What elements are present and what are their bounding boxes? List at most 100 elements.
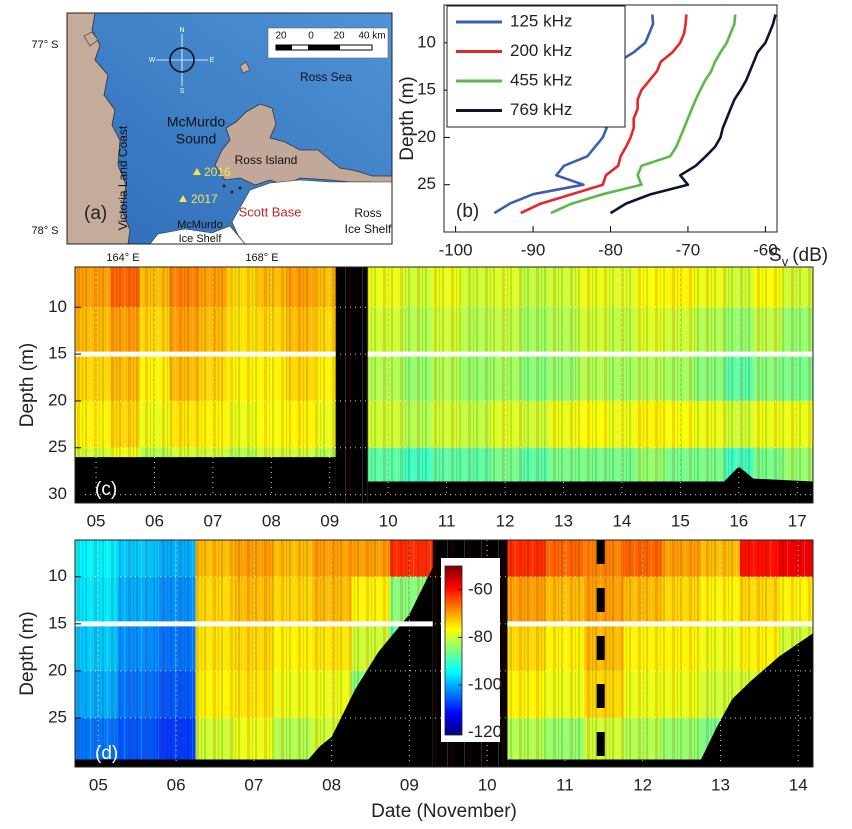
compass: N S E W [149, 27, 215, 95]
x-tick-label: 10 [478, 775, 497, 794]
x-axis-label-subscript: v [782, 254, 789, 269]
x-tick-label: 11 [556, 775, 574, 794]
x-tick-label: 12 [496, 511, 515, 530]
legend-label: 200 kHz [510, 41, 572, 60]
lon-label: 168° E [245, 252, 278, 264]
colorbar-tick-label: -60 [468, 579, 493, 598]
lat-label: 77° S [31, 39, 58, 51]
place-label: Ross [354, 206, 381, 220]
place-label: Sound [176, 131, 216, 147]
panel-label: (a) [84, 203, 107, 224]
panel-label: (c) [95, 479, 117, 500]
legend-label: 769 kHz [510, 100, 572, 119]
compass-label: N [179, 27, 184, 34]
x-axis-label-unit: (dB) [792, 245, 828, 266]
y-tick-label: 25 [48, 437, 67, 456]
site-label: 2017 [191, 192, 218, 206]
x-tick-label: 11 [438, 511, 456, 530]
place-label: Ross Sea [300, 70, 352, 84]
y-tick-label: 20 [48, 660, 67, 679]
x-axis-label: Sv (dB) [769, 245, 828, 269]
x-tick-label: 13 [711, 775, 730, 794]
x-axis-label: Date (November) [371, 801, 517, 822]
x-tick-label: 17 [788, 511, 807, 530]
axes-frame [74, 539, 814, 768]
x-tick-label: -90 [521, 240, 546, 259]
map-frame [66, 12, 393, 245]
x-tick-label: 16 [729, 511, 748, 530]
x-tick-label: 12 [633, 775, 652, 794]
y-tick-label: 10 [417, 32, 436, 51]
scale-label: 40 km [358, 31, 385, 42]
legend-box [446, 5, 626, 128]
x-tick-label: 13 [554, 511, 573, 530]
seafloor [75, 457, 336, 503]
x-tick-label: 14 [789, 775, 808, 794]
scale-label: 20 [275, 31, 287, 42]
series-line [609, 14, 777, 215]
scale-label: 0 [308, 31, 314, 42]
x-tick-label: 15 [671, 511, 690, 530]
seafloor [507, 633, 813, 767]
place-label: Ice Shelf [345, 222, 392, 236]
compass-label: E [210, 57, 215, 64]
y-tick-label: 10 [48, 566, 67, 585]
place-label: Ice Shelf [179, 233, 223, 245]
y-tick-label: 30 [48, 484, 67, 503]
island [83, 31, 99, 47]
colorbar-tick-label: -100 [468, 674, 502, 693]
panel-label: (b) [456, 201, 479, 222]
x-axis-label-symbol: S [769, 245, 782, 266]
lat-label: 78° S [31, 225, 58, 237]
x-tick-label: 05 [89, 775, 108, 794]
place-label: Scott Base [239, 204, 302, 219]
x-tick-label: -60 [753, 240, 778, 259]
ice-shelf [149, 225, 246, 244]
islet [238, 186, 242, 190]
place-label: Ross Island [235, 153, 298, 167]
place-label: McMurdo [177, 219, 223, 231]
y-tick-label: 25 [417, 174, 436, 193]
x-tick-label: 08 [322, 775, 341, 794]
islet [222, 184, 226, 188]
axes-frame [74, 266, 814, 504]
x-tick-label: 09 [320, 511, 339, 530]
compass-label: W [149, 57, 156, 64]
y-tick-label: 15 [48, 344, 67, 363]
scale-bar-seg [308, 45, 340, 50]
y-tick-label: 15 [48, 613, 67, 632]
seafloor [75, 567, 433, 767]
islet [230, 190, 234, 194]
series-line [550, 14, 737, 215]
legend-label: 125 kHz [510, 11, 572, 30]
scale-label: 20 [333, 31, 345, 42]
y-tick-label: 25 [48, 708, 67, 727]
x-tick-label: 08 [262, 511, 281, 530]
y-tick-label: 20 [417, 127, 436, 146]
panel-label: (d) [95, 743, 118, 764]
scale-box [267, 27, 389, 59]
site-marker [193, 168, 201, 175]
x-tick-label: -80 [598, 240, 623, 259]
y-axis-label: Depth (m) [17, 611, 38, 695]
x-tick-label: -70 [676, 240, 701, 259]
place-label: McMurdo [167, 114, 226, 130]
ice-shelf [231, 179, 392, 244]
x-tick-label: 07 [244, 775, 263, 794]
x-tick-label: 07 [203, 511, 222, 530]
lon-label: 164° E [106, 252, 139, 264]
site-label: 2016 [204, 165, 231, 179]
compass-ring [169, 47, 195, 73]
series-line [520, 14, 688, 215]
legend-label: 455 kHz [510, 70, 572, 89]
y-tick-label: 20 [48, 390, 67, 409]
x-tick-label: 14 [612, 511, 631, 530]
x-tick-label: -100 [439, 240, 473, 259]
x-tick-label: 10 [379, 511, 398, 530]
colorbar [444, 565, 463, 736]
scale-bar-seg [276, 45, 292, 50]
axes-frame [443, 4, 778, 233]
plot-area [75, 267, 813, 503]
seafloor [367, 466, 813, 503]
